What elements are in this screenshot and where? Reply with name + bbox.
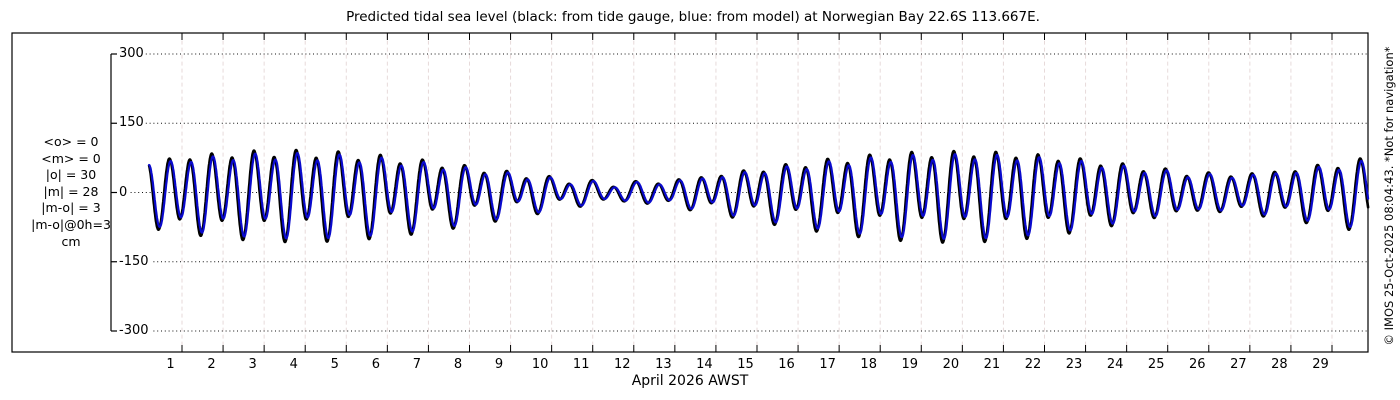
x-tick-label: 19 xyxy=(901,357,919,372)
tide-curve-gauge xyxy=(147,148,1370,244)
x-tick-label: 5 xyxy=(330,357,339,372)
chart-title: Predicted tidal sea level (black: from t… xyxy=(346,9,1040,25)
x-tick-label: 18 xyxy=(860,357,877,372)
x-tick-label: 9 xyxy=(494,357,504,372)
x-tick-label: 23 xyxy=(1065,357,1083,372)
copyright-watermark: © IMOS 25-Oct-2025 08:04:43. *Not for na… xyxy=(1382,46,1396,346)
stats-line: <m> = 0 xyxy=(41,150,101,166)
x-tick-label: 22 xyxy=(1024,357,1042,372)
x-tick-label: 15 xyxy=(737,357,754,372)
x-tick-label: 28 xyxy=(1271,357,1288,372)
y-tick-label: 0 xyxy=(119,184,128,200)
x-tick-label: 21 xyxy=(983,357,1001,372)
stats-line: <o> = 0 xyxy=(43,134,99,149)
x-tick-label: 17 xyxy=(819,357,836,372)
x-tick-label: 26 xyxy=(1188,357,1206,372)
x-tick-label: 24 xyxy=(1106,357,1124,372)
x-tick-label: 14 xyxy=(696,357,713,372)
x-tick-label: 16 xyxy=(778,357,795,372)
stats-line: cm xyxy=(61,233,81,249)
x-tick-label: 11 xyxy=(572,357,590,372)
x-tick-label: 25 xyxy=(1147,357,1165,372)
stats-line: |m| = 28 xyxy=(43,183,99,199)
y-tick-label: -150 xyxy=(119,253,149,269)
y-tick-label: -300 xyxy=(119,323,149,338)
x-tick-label: 4 xyxy=(289,357,298,372)
stats-line: |m-o|@0h=3 xyxy=(31,216,111,232)
x-tick-label: 8 xyxy=(453,357,463,372)
x-tick-label: 10 xyxy=(531,357,549,372)
x-tick-label: 20 xyxy=(942,357,960,372)
y-tick-label: 300 xyxy=(119,45,144,61)
x-axis-label: April 2026 AWST xyxy=(631,373,749,389)
x-tick-label: 29 xyxy=(1312,357,1329,372)
stats-line: |m-o| = 3 xyxy=(41,200,101,216)
x-tick-label: 3 xyxy=(248,357,257,372)
x-tick-label: 13 xyxy=(655,357,672,372)
y-tick-label: 150 xyxy=(119,115,144,131)
x-tick-label: 6 xyxy=(371,357,380,372)
x-tick-label: 27 xyxy=(1230,357,1247,372)
tide-curve-model xyxy=(148,152,1370,240)
x-tick-label: 1 xyxy=(166,357,175,372)
stats-line: |o| = 30 xyxy=(45,167,97,183)
x-tick-label: 7 xyxy=(412,357,422,372)
stats-panel: <o> = 0 <m> = 0 |o| = 30 |m| = 28 |m-o| = 3 |… xyxy=(31,134,111,250)
x-tick-label: 12 xyxy=(613,357,631,372)
x-tick-label: 2 xyxy=(207,357,216,372)
